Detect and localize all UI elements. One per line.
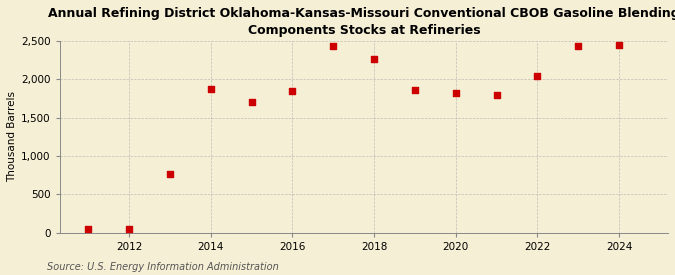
Point [205, 87, 216, 91]
Point [491, 93, 502, 98]
Point [124, 227, 134, 231]
Point [573, 44, 584, 48]
Point [165, 172, 176, 177]
Title: Annual Refining District Oklahoma-Kansas-Missouri Conventional CBOB Gasoline Ble: Annual Refining District Oklahoma-Kansas… [48, 7, 675, 37]
Point [410, 88, 421, 92]
Point [246, 100, 257, 104]
Y-axis label: Thousand Barrels: Thousand Barrels [7, 91, 17, 182]
Point [450, 91, 461, 95]
Point [614, 43, 624, 47]
Point [369, 56, 379, 61]
Point [328, 44, 339, 48]
Point [532, 74, 543, 78]
Point [83, 226, 94, 231]
Point [287, 89, 298, 93]
Text: Source: U.S. Energy Information Administration: Source: U.S. Energy Information Administ… [47, 262, 279, 272]
